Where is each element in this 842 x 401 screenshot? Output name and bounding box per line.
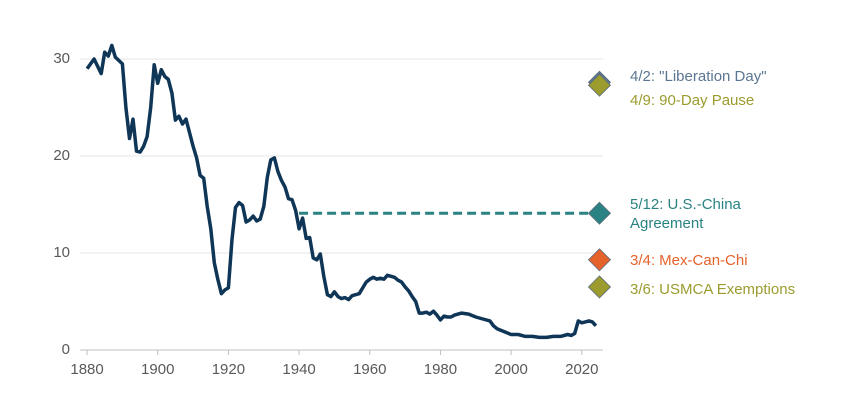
diamond-marker — [587, 248, 612, 272]
diamond-marker — [587, 201, 612, 225]
marker-label: 5/12: U.S.-China — [630, 196, 742, 213]
marker-label: 4/2: "Liberation Day" — [630, 68, 767, 85]
x-tick-label: 2020 — [565, 361, 598, 378]
marker-label: 3/6: USMCA Exemptions — [630, 281, 795, 298]
x-tick-label: 1980 — [424, 361, 457, 378]
x-tick-label: 1960 — [353, 361, 386, 378]
marker-label: 3/4: Mex-Can-Chi — [630, 252, 748, 269]
x-tick-label: 1880 — [70, 361, 103, 378]
y-tick-label: 20 — [53, 147, 70, 164]
x-tick-label: 1920 — [212, 361, 245, 378]
x-tick-label: 1900 — [141, 361, 174, 378]
line-series — [85, 43, 598, 340]
y-tick-label: 10 — [53, 244, 70, 261]
marker-label: 4/9: 90-Day Pause — [630, 92, 754, 109]
y-tick-label: 0 — [62, 341, 70, 358]
y-tick-label: 30 — [53, 50, 70, 67]
marker-label: Agreement — [630, 215, 704, 232]
x-tick-label: 2000 — [494, 361, 527, 378]
diamond-marker — [587, 275, 612, 299]
diamond-marker — [587, 73, 612, 97]
x-tick-label: 1940 — [282, 361, 315, 378]
